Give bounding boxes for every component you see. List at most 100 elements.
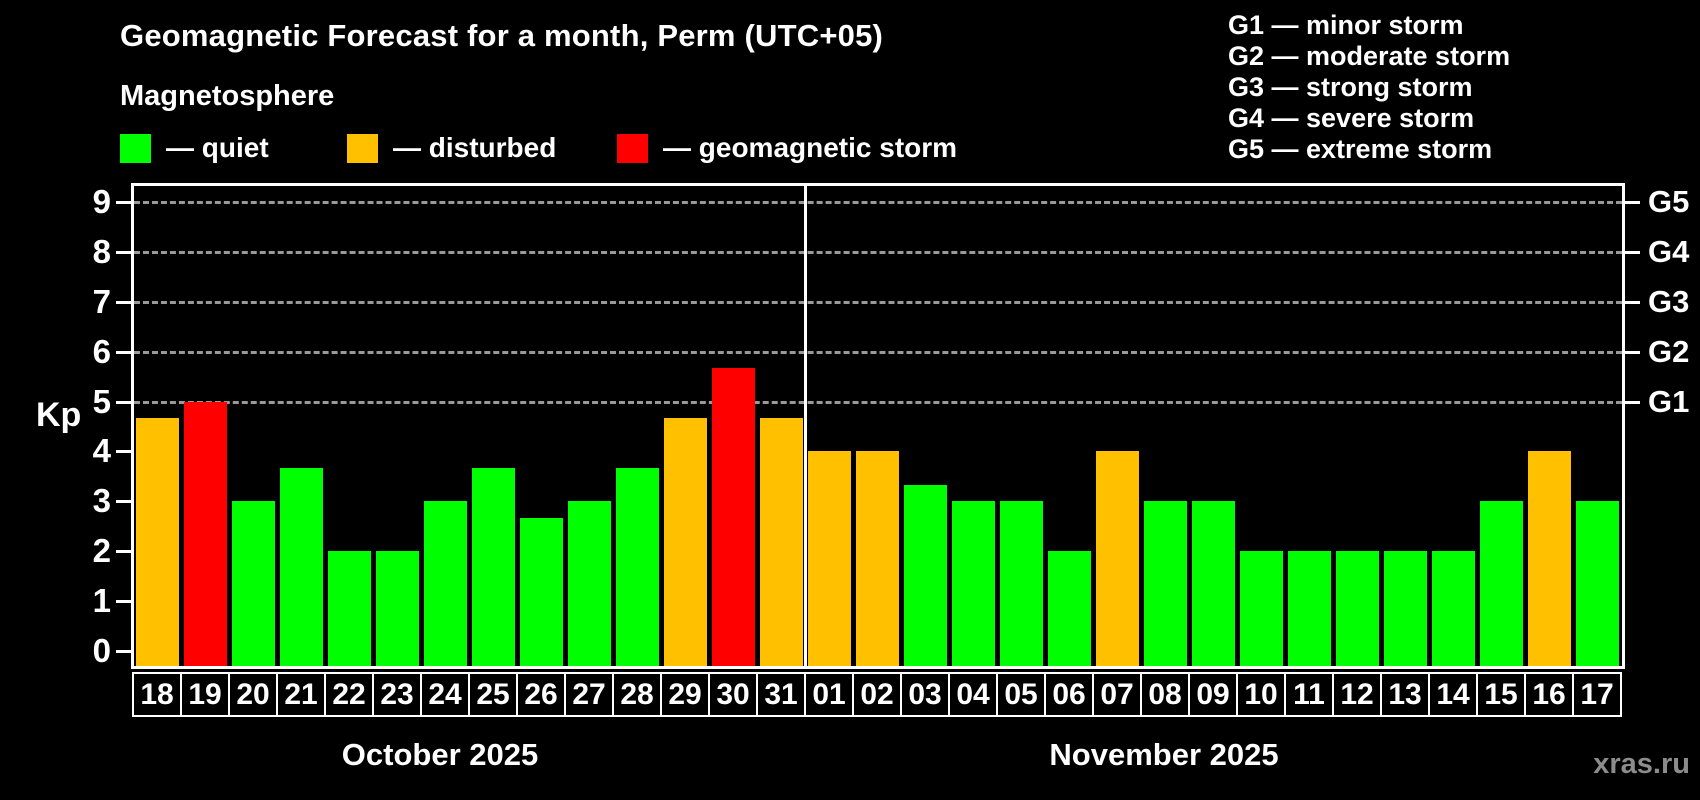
kp-bar-10 [1240, 551, 1283, 666]
day-label-18: 18 [132, 672, 182, 717]
legend-label-storm: — geomagnetic storm [663, 132, 958, 163]
day-label-24: 24 [420, 672, 470, 717]
quiet-color-swatch-icon [120, 133, 151, 163]
legend-item-disturbed: — disturbed [347, 132, 556, 164]
day-label-08: 08 [1140, 672, 1190, 717]
day-label-05: 05 [996, 672, 1046, 717]
g-axis-label-G5: G5 [1648, 183, 1690, 219]
y-tick-6 [116, 350, 131, 354]
disturbed-color-swatch-icon [347, 133, 378, 163]
day-label-04: 04 [948, 672, 998, 717]
g-tick-G4 [1625, 250, 1640, 254]
watermark-link[interactable]: xras.ru [1593, 748, 1690, 780]
plot-area [131, 183, 1625, 669]
storm-color-swatch-icon [617, 133, 648, 163]
day-label-19: 19 [180, 672, 230, 717]
gridline-kp-6 [134, 350, 1622, 354]
y-tick-8 [116, 250, 131, 254]
y-tick-9 [116, 200, 131, 204]
kp-bar-12 [1336, 551, 1379, 666]
y-axis-label: Kp [36, 396, 82, 434]
kp-bar-25 [472, 467, 515, 666]
day-label-11: 11 [1284, 672, 1334, 717]
gridline-kp-9 [134, 200, 1622, 204]
kp-bar-23 [376, 551, 419, 666]
y-tick-label-3: 3 [92, 482, 111, 520]
kp-bar-14 [1432, 551, 1475, 666]
day-label-10: 10 [1236, 672, 1286, 717]
y-tick-0 [116, 650, 131, 653]
day-label-02: 02 [852, 672, 902, 717]
day-label-30: 30 [708, 672, 758, 717]
kp-bar-17 [1576, 501, 1619, 666]
day-label-07: 07 [1092, 672, 1142, 717]
day-label-23: 23 [372, 672, 422, 717]
y-tick-label-7: 7 [92, 282, 111, 320]
legend-label-quiet: — quiet [166, 132, 269, 163]
y-tick-2 [116, 550, 131, 554]
kp-bar-16 [1528, 451, 1571, 666]
y-tick-7 [116, 300, 131, 304]
chart-title: Geomagnetic Forecast for a month, Perm (… [120, 18, 884, 53]
g-legend-line-4: G4 — severe storm [1228, 103, 1475, 133]
g-legend-line-3: G3 — strong storm [1228, 72, 1473, 102]
g-axis-label-G4: G4 [1648, 233, 1690, 269]
kp-bar-04 [952, 501, 995, 666]
kp-bar-24 [424, 501, 467, 666]
day-label-29: 29 [660, 672, 710, 717]
day-label-17: 17 [1572, 672, 1622, 717]
g-legend-line-1: G1 — minor storm [1228, 10, 1464, 40]
month-label-october: October 2025 [341, 737, 539, 772]
y-tick-label-8: 8 [92, 232, 111, 270]
day-label-16: 16 [1524, 672, 1574, 717]
g-axis-label-G1: G1 [1648, 383, 1690, 419]
day-label-13: 13 [1380, 672, 1430, 717]
y-tick-label-5: 5 [92, 382, 111, 420]
y-tick-5 [116, 400, 131, 404]
day-label-01: 01 [804, 672, 854, 717]
kp-bar-06 [1048, 551, 1091, 666]
kp-bar-05 [1000, 501, 1043, 666]
kp-bar-30 [712, 368, 755, 666]
y-tick-label-4: 4 [92, 432, 111, 470]
chart-subtitle: Magnetosphere [120, 80, 335, 112]
gridline-kp-7 [134, 300, 1622, 304]
day-label-20: 20 [228, 672, 278, 717]
kp-bar-31 [760, 418, 803, 666]
day-label-21: 21 [276, 672, 326, 717]
g-tick-G1 [1625, 400, 1640, 404]
day-label-25: 25 [468, 672, 518, 717]
kp-bar-20 [232, 501, 275, 666]
day-label-15: 15 [1476, 672, 1526, 717]
month-separator-line [804, 186, 807, 666]
legend-item-storm: — geomagnetic storm [617, 132, 957, 164]
g-tick-G2 [1625, 350, 1640, 354]
day-label-03: 03 [900, 672, 950, 717]
day-label-12: 12 [1332, 672, 1382, 717]
y-tick-label-1: 1 [92, 582, 111, 620]
day-label-14: 14 [1428, 672, 1478, 717]
kp-bar-07 [1096, 451, 1139, 666]
day-label-26: 26 [516, 672, 566, 717]
kp-bar-01 [808, 451, 851, 666]
y-tick-label-0: 0 [92, 632, 111, 669]
kp-bar-29 [664, 418, 707, 666]
g-tick-G5 [1625, 200, 1640, 204]
y-tick-label-6: 6 [92, 332, 111, 370]
y-tick-label-9: 9 [92, 182, 111, 220]
gridline-kp-8 [134, 250, 1622, 254]
day-label-06: 06 [1044, 672, 1094, 717]
kp-bar-02 [856, 451, 899, 666]
kp-bar-27 [568, 501, 611, 666]
day-label-22: 22 [324, 672, 374, 717]
kp-bar-13 [1384, 551, 1427, 666]
kp-bar-15 [1480, 501, 1523, 666]
y-tick-3 [116, 500, 131, 504]
kp-bar-21 [280, 467, 323, 666]
legend-item-quiet: — quiet [120, 132, 269, 164]
day-label-27: 27 [564, 672, 614, 717]
kp-bar-22 [328, 551, 371, 666]
y-tick-1 [116, 600, 131, 604]
day-label-28: 28 [612, 672, 662, 717]
kp-bar-08 [1144, 501, 1187, 666]
